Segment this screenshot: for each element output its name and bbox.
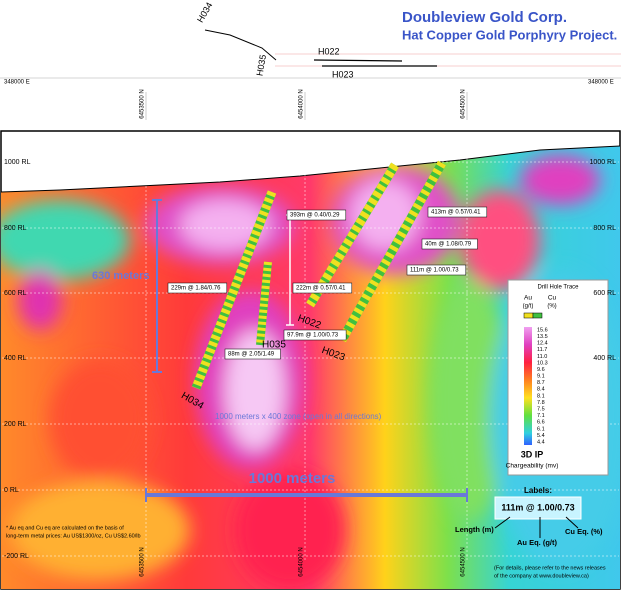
- scale-label: 9.6: [537, 367, 545, 373]
- northing-label: 6453500 N: [140, 89, 146, 118]
- intercept-label: 97.9m @ 1.00/0.73: [287, 333, 339, 339]
- legend-cu: Cu: [548, 295, 557, 302]
- scale-label: 13.5: [537, 334, 548, 340]
- scale-label: 11.7: [537, 347, 547, 353]
- northing-label: 6453500 N: [140, 547, 146, 576]
- details: (For details, please refer to the news r…: [494, 565, 606, 571]
- scale-label: 6.1: [537, 426, 545, 432]
- plan-hole-label: H023: [332, 69, 354, 79]
- rl-label: 600 RL: [4, 290, 27, 297]
- northing-label: 6454000 N: [299, 89, 305, 118]
- scale-label: 8.4: [537, 387, 545, 393]
- rl-label: 800 RL: [4, 225, 27, 232]
- legend-au-unit: (g/t): [523, 304, 534, 310]
- horizontal-extent: 1000 meters: [249, 470, 336, 487]
- intercept-box: [292, 282, 353, 294]
- topography: [0, 145, 621, 193]
- company: Doubleview Gold Corp.: [402, 9, 567, 26]
- legend-au: Au: [524, 295, 532, 302]
- scale-label: 7.1: [537, 413, 545, 419]
- color-scale: [524, 327, 532, 445]
- extent-bars: [145, 199, 468, 502]
- key-example: 111m @ 1.00/0.73: [501, 502, 574, 512]
- rl-label: 400 RL: [593, 355, 616, 362]
- scale-label: 12.4: [537, 341, 548, 347]
- key-title: Labels:: [524, 486, 552, 495]
- plan-hole-label: H022: [318, 46, 340, 56]
- intercept-label: 40m @ 1.08/0.79: [425, 242, 472, 248]
- intercept-label: 393m @ 0.40/0.29: [290, 213, 340, 219]
- intercept-box: [427, 206, 488, 218]
- intercept-box: [286, 209, 347, 221]
- key-length: Length (m): [455, 525, 494, 534]
- rl-label: 200 RL: [4, 421, 27, 428]
- key-au: Au Eq. (g/t): [517, 538, 557, 547]
- intercept-label: 111m @ 1.00/0.73: [410, 268, 459, 274]
- scale-label: 8.7: [537, 380, 545, 386]
- drill-holes: [191, 160, 446, 390]
- scale-label: 15.6: [537, 327, 548, 333]
- rl-label: 1000 RL: [4, 159, 31, 166]
- scale-label: 5.4: [537, 433, 545, 439]
- scale-label: 9.1: [537, 374, 545, 380]
- key-cu: Cu Eq. (%): [565, 527, 603, 536]
- scale-label: 7.8: [537, 400, 545, 406]
- legend-cu-unit: (%): [547, 304, 556, 310]
- intercept-label: 229m @ 1.84/0.76: [171, 286, 221, 292]
- plan-view: [0, 0, 621, 120]
- intercept-label: 222m @ 0.57/0.41: [296, 286, 346, 292]
- footnote: * Au eq and Cu eq are calculated on the …: [6, 525, 124, 531]
- intercept-box: [224, 348, 281, 360]
- hole-trace: [204, 29, 277, 61]
- intercept-box: [283, 329, 347, 341]
- labels-box: [494, 496, 582, 520]
- rl-label: 1000 RL: [590, 159, 617, 166]
- details: of the company at www.doubleview.ca): [494, 573, 589, 579]
- legend-title: Drill Hole Trace: [537, 285, 579, 291]
- vertical-extent: 630 meters: [92, 270, 150, 282]
- project: Hat Copper Gold Porphyry Project.: [402, 27, 617, 42]
- scale-label: 6.6: [537, 420, 545, 426]
- label-arrows: [494, 516, 579, 538]
- hole-label: H035: [262, 340, 286, 351]
- rl-label: -200 RL: [4, 553, 29, 560]
- rl-label: 800 RL: [593, 225, 616, 232]
- easting-label: 348000 E: [4, 80, 30, 86]
- plan-hole-label: H035: [254, 54, 268, 77]
- intercept-label: 88m @ 2.05/1.49: [228, 352, 275, 358]
- legend-subtitle: Chargeability (mv): [506, 463, 559, 470]
- rl-label: 400 RL: [4, 355, 27, 362]
- au-swatch: [523, 312, 534, 319]
- easting-label: 348000 E: [588, 80, 614, 86]
- scale-label: 7.5: [537, 407, 545, 413]
- rl-label: 600 RL: [593, 290, 616, 297]
- northing-label: 6454500 N: [461, 547, 467, 576]
- scale-label: 10.3: [537, 360, 548, 366]
- legend-ip: 3D IP: [521, 449, 544, 459]
- hole-trace: [313, 59, 403, 62]
- northing-label: 6454500 N: [461, 89, 467, 118]
- cu-swatch: [532, 312, 543, 319]
- scale-label: 8.1: [537, 393, 545, 399]
- intercept-box: [167, 282, 228, 294]
- scale-label: 11.0: [537, 354, 547, 360]
- intercept-label: 413m @ 0.57/0.41: [431, 210, 481, 216]
- intercept-box: [406, 264, 467, 276]
- northing-label: 6454000 N: [299, 547, 305, 576]
- rl-label: 0 RL: [4, 487, 19, 494]
- footnote: long-term metal prices: Au US$1300/oz, C…: [6, 533, 141, 539]
- intercept-box: [421, 238, 478, 250]
- scale-label: 4.4: [537, 439, 545, 445]
- zone-label: 1000 meters x 400 zone (open in all dire…: [215, 412, 382, 421]
